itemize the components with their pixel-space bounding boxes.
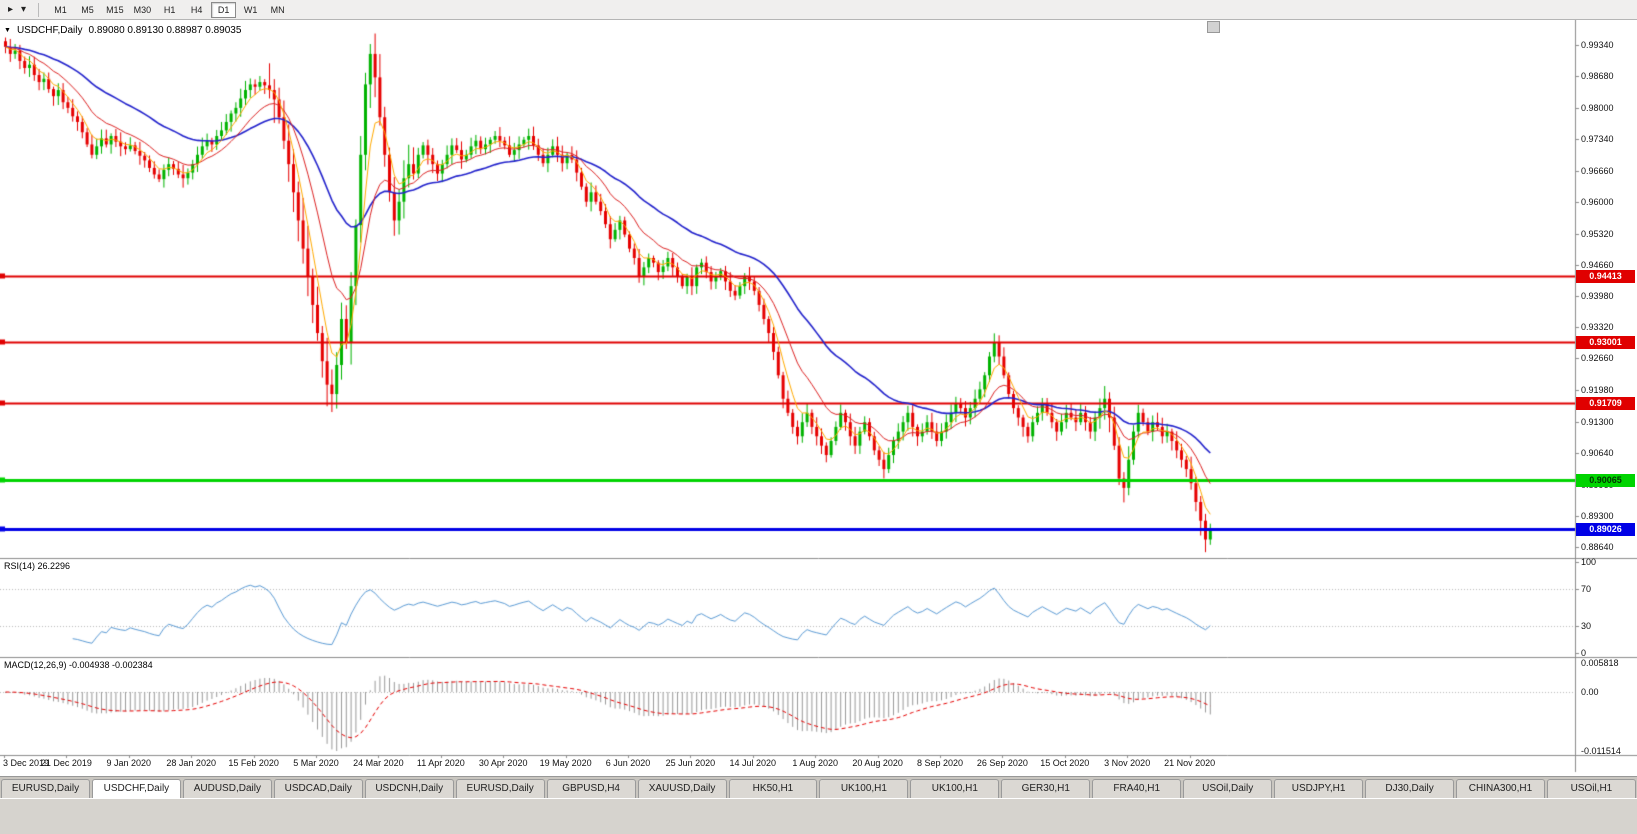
timeframe-button-m5[interactable]: M5 xyxy=(81,4,94,15)
symbol-tab-3-usdcad-daily[interactable]: USDCAD,Daily xyxy=(273,779,363,798)
symbol-tab-12-fra40-h1[interactable]: FRA40,H1 xyxy=(1092,779,1182,798)
symbol-tabbar: EURUSD,Daily USDCHF,Daily AUDUSD,Daily USDC… xyxy=(0,776,1637,798)
timeframe-button-h4[interactable]: H4 xyxy=(190,4,203,15)
chart-symbol-label: USDCHF,Daily xyxy=(16,25,83,36)
symbol-tab-8-hk50-h1[interactable]: HK50,H1 xyxy=(728,779,818,798)
symbol-tab-2-audusd-daily[interactable]: AUDUSD,Daily xyxy=(182,779,272,798)
toolbar-separator xyxy=(38,2,40,17)
chart-ohlc-readout: 0.89080 0.89130 0.88987 0.89035 xyxy=(88,25,242,36)
symbol-tab-0-eurusd-daily[interactable]: EURUSD,Daily xyxy=(1,779,90,798)
symbol-tab-4-usdcnh-daily[interactable]: USDCNH,Daily xyxy=(364,779,454,798)
chart-title: ▼ USDCHF,Daily 0.89080 0.89130 0.88987 0… xyxy=(4,25,241,36)
macd-label: MACD(12,26,9) -0.004938 -0.002384 xyxy=(4,660,153,670)
timeframe-button-m30[interactable]: M30 xyxy=(133,4,152,15)
symbol-tab-13-usoil-daily[interactable]: USOil,Daily xyxy=(1183,779,1273,798)
symbol-tab-7-xauusd-daily[interactable]: XAUUSD,Daily xyxy=(637,779,727,798)
chart-region: 0.99340 0.98680 0.98000 0.97340 0.96660 0.960… xyxy=(0,20,1637,776)
toolbar: ▸ ▾ M1 M5 M15 M30 H1 H4 D1 W1 MN xyxy=(0,0,1637,20)
timeframe-group: M1 M5 M15 M30 H1 H4 D1 W1 MN xyxy=(47,1,291,18)
timeframe-button-m1[interactable]: M1 xyxy=(54,4,67,15)
timeframe-button-m15[interactable]: M15 xyxy=(106,4,124,15)
symbol-tab-5-eurusd-daily[interactable]: EURUSD,Daily xyxy=(455,779,545,798)
symbol-tab-1-usdchf-daily[interactable]: USDCHF,Daily xyxy=(91,779,181,798)
symbol-tab-9-uk100-h1[interactable]: UK100,H1 xyxy=(819,779,909,798)
timeframe-button-d1[interactable]: D1 xyxy=(211,1,237,18)
collapse-icon[interactable]: ▼ xyxy=(4,27,11,34)
chart-mode-icon[interactable]: ▸ xyxy=(8,4,14,15)
symbol-tab-17-usoil-h1[interactable]: USOil,H1 xyxy=(1546,779,1636,798)
timeframe-button-h1[interactable]: H1 xyxy=(163,4,176,15)
symbol-tab-11-ger30-h1[interactable]: GER30,H1 xyxy=(1001,779,1091,798)
timeframe-button-w1[interactable]: W1 xyxy=(243,4,258,15)
symbol-tab-6-gbpusd-h4[interactable]: GBPUSD,H4 xyxy=(546,779,636,798)
symbol-tab-14-usdjpy-h1[interactable]: USDJPY,H1 xyxy=(1274,779,1364,798)
rsi-label: RSI(14) 26.2296 xyxy=(4,561,71,571)
timeframe-button-mn[interactable]: MN xyxy=(270,4,285,15)
status-bar xyxy=(0,798,1637,834)
dropdown-caret-icon[interactable]: ▾ xyxy=(21,4,27,15)
symbol-tab-10-uk100-h1[interactable]: UK100,H1 xyxy=(910,779,1000,798)
price-chart-canvas[interactable] xyxy=(0,20,1637,776)
symbol-tab-15-dj30-daily[interactable]: DJ30,Daily xyxy=(1365,779,1454,798)
symbol-tab-16-china300-h1[interactable]: CHINA300,H1 xyxy=(1456,779,1545,798)
chart-scrollbar-thumb[interactable] xyxy=(1207,21,1220,33)
